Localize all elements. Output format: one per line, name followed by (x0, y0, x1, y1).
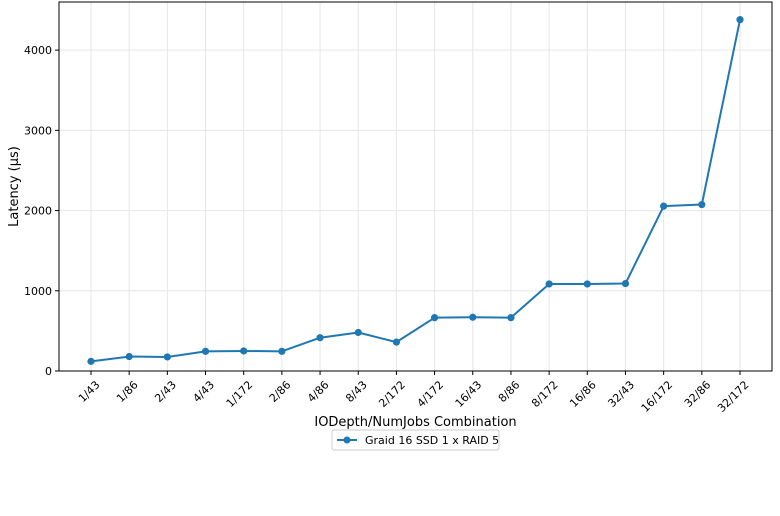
data-point (545, 280, 553, 288)
plot-frame (58, 1, 773, 372)
y-tick-label: 1000 (24, 285, 52, 298)
y-tick-label: 0 (45, 365, 52, 378)
data-point (660, 202, 668, 210)
y-tick-label: 3000 (24, 124, 52, 137)
data-point (87, 357, 95, 365)
data-point (698, 200, 706, 209)
y-axis-label: Latency (µs) (7, 146, 22, 227)
data-point (125, 352, 133, 361)
data-point (507, 314, 515, 322)
legend-label: Graid 16 SSD 1 x RAID 5 (365, 434, 499, 447)
series-line (90, 19, 741, 363)
data-point (354, 328, 362, 337)
legend-box (331, 429, 500, 451)
data-point (316, 334, 324, 342)
data-point (583, 280, 591, 288)
data-point (621, 279, 630, 288)
legend-marker-swatch (343, 436, 351, 444)
data-point (278, 347, 286, 355)
y-axis: 0 1000 2000 3000 4000 (24, 44, 59, 378)
x-axis-label: IODepth/NumJobs Combination (314, 415, 516, 430)
data-point (469, 313, 477, 321)
data-point (392, 338, 401, 346)
series-layer (87, 16, 744, 365)
y-tick-label: 4000 (24, 44, 52, 57)
data-point (201, 347, 210, 355)
y-tick-label: 2000 (24, 205, 52, 218)
data-point (736, 16, 744, 24)
data-point (163, 353, 171, 361)
legend: Graid 16 SSD 1 x RAID 5 (331, 429, 500, 451)
data-point (430, 314, 439, 322)
gridlines (59, 2, 772, 372)
data-point (240, 347, 248, 355)
